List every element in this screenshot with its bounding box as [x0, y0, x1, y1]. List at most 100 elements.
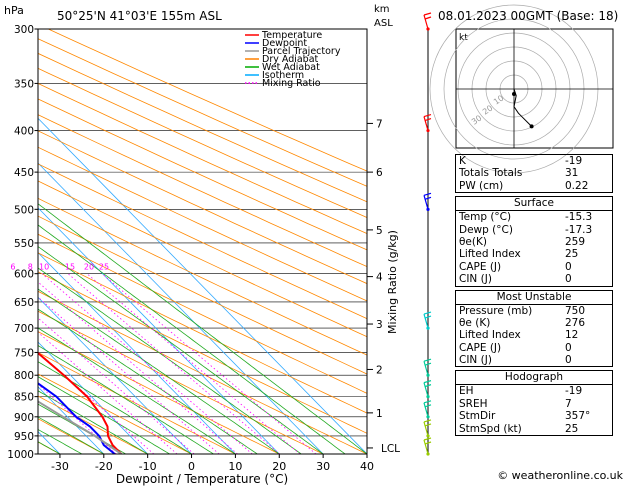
wind-barb-flag — [423, 437, 432, 441]
mixing-ratio-label: 25 — [99, 263, 109, 272]
most-unstable-box: Most Unstable Pressure (mb) 750 θe (K) 276 L… — [455, 289, 613, 368]
wind-barb — [423, 113, 432, 133]
footer-credit[interactable]: © weatheronline.co.uk — [497, 469, 623, 482]
hodograph-stat-label: SREH — [459, 397, 488, 410]
most-unstable-value: 276 — [565, 316, 586, 329]
wind-barb-staff — [423, 14, 429, 30]
pressure-tick-label: 850 — [14, 392, 34, 404]
surface-row: θe(K) 259 — [456, 236, 612, 248]
wind-barbs — [423, 12, 432, 456]
surface-label: Dewp (°C) — [459, 223, 513, 236]
wet-adiabat — [38, 224, 346, 454]
mixing-ratio-label: 20 — [84, 263, 94, 272]
wet-adiabat — [38, 403, 126, 454]
wind-barb — [423, 358, 432, 377]
most-unstable-row: θe (K) 276 — [456, 317, 612, 329]
index-value: 0.22 — [565, 179, 589, 192]
km-tick-label: 7 — [376, 118, 383, 130]
pressure-tick-label: 350 — [14, 78, 34, 90]
index-label: PW (cm) — [459, 179, 504, 192]
wind-barb-station — [426, 326, 430, 330]
legend-entry: Temperature — [261, 30, 322, 41]
surface-row: Lifted Index 25 — [456, 248, 612, 260]
index-value: 31 — [565, 167, 579, 180]
surface-label: Temp (°C) — [459, 211, 512, 224]
dry-adiabat — [38, 52, 367, 203]
most-unstable-label: Lifted Index — [459, 329, 521, 342]
plot-area — [38, 29, 367, 454]
legend-entry: Mixing Ratio — [262, 78, 321, 89]
surface-value: -17.3 — [565, 223, 593, 236]
wind-barb-flag — [424, 404, 432, 408]
mixing-ratio-line — [38, 281, 238, 454]
lcl-label: LCL — [381, 443, 400, 455]
pressure-tick-label: 900 — [14, 412, 34, 424]
mixing-ratio-line — [38, 351, 155, 454]
wind-barb-flag — [423, 400, 432, 404]
stats-panel: K -19 Totals Totals 31 PW (cm) 0.22 Surface T… — [455, 154, 613, 439]
wind-barb-flag — [424, 117, 432, 122]
wind-barb — [423, 380, 432, 399]
wind-barb-flag — [424, 362, 432, 366]
location-title: 50°25'N 41°03'E 155m ASL — [57, 9, 222, 23]
wind-barb-station — [426, 207, 430, 211]
mixing-ratio-line — [41, 273, 253, 454]
most-unstable-label: Pressure (mb) — [459, 304, 533, 317]
wet-adiabat — [38, 288, 280, 454]
pressure-tick-label: 550 — [14, 238, 34, 250]
most-unstable-row: CIN (J) 0 — [456, 354, 612, 366]
dry-adiabat — [38, 233, 367, 394]
surface-row: Dewp (°C) -17.3 — [456, 224, 612, 236]
legend-entry: Dry Adiabat — [262, 54, 319, 65]
plot-frame — [37, 28, 368, 455]
km-tick-label: 3 — [376, 319, 383, 331]
surface-row: Temp (°C) -15.3 — [456, 211, 612, 223]
legend-entry: Wet Adiabat — [262, 62, 320, 73]
hodograph-stat-value: 357° — [565, 410, 591, 423]
km-tick-label: 2 — [376, 364, 383, 376]
most-unstable-value: 0 — [565, 341, 572, 354]
km-tick-label: 6 — [376, 167, 383, 179]
hpa-label: hPa — [4, 4, 24, 17]
surface-box: Surface Temp (°C) -15.3 Dewp (°C) -17.3 θe(K… — [455, 196, 613, 287]
isotherm-line — [38, 162, 324, 454]
surface-label: CIN (J) — [459, 273, 492, 286]
km-tick-label: 1 — [376, 408, 383, 420]
dry-adiabat — [38, 215, 367, 375]
km-label: km — [374, 4, 390, 15]
surface-value: 0 — [565, 260, 572, 273]
index-value: -19 — [565, 155, 583, 167]
index-row: K -19 — [456, 155, 612, 167]
most-unstable-value: 0 — [565, 354, 572, 367]
surface-value: -15.3 — [565, 211, 593, 224]
hodograph-storm-motion — [512, 92, 516, 96]
dry-adiabat — [38, 98, 367, 251]
most-unstable-row: CAPE (J) 0 — [456, 342, 612, 354]
wind-barb — [423, 400, 432, 419]
wind-barb-staff — [423, 421, 429, 437]
hodograph-frame — [455, 28, 614, 149]
most-unstable-value: 12 — [565, 329, 579, 342]
asl-label: ASL — [374, 18, 393, 29]
x-tick-label: 20 — [272, 460, 286, 473]
surface-label: Lifted Index — [459, 248, 521, 261]
dry-adiabat — [38, 271, 367, 434]
legend-entry: Dewpoint — [262, 38, 307, 49]
most-unstable-title: Most Unstable — [456, 291, 612, 305]
dry-adiabat — [38, 310, 324, 454]
wet-adiabat — [38, 327, 236, 454]
pressure-tick-label: 1000 — [7, 449, 34, 461]
wet-adiabat — [38, 390, 148, 454]
hodograph-endpoint — [529, 124, 534, 129]
x-tick-label: 10 — [228, 460, 242, 473]
dry-adiabat — [48, 29, 367, 172]
pressure-tick-label: 500 — [14, 204, 34, 216]
pressure-tick-label: 400 — [14, 126, 34, 138]
x-tick-label: -20 — [95, 460, 113, 473]
mixing-ratio-line — [38, 331, 178, 454]
dry-adiabat — [38, 38, 367, 187]
pressure-tick-label: 450 — [14, 167, 34, 179]
wet-adiabat — [38, 361, 192, 454]
wind-barb-flag — [423, 311, 432, 315]
